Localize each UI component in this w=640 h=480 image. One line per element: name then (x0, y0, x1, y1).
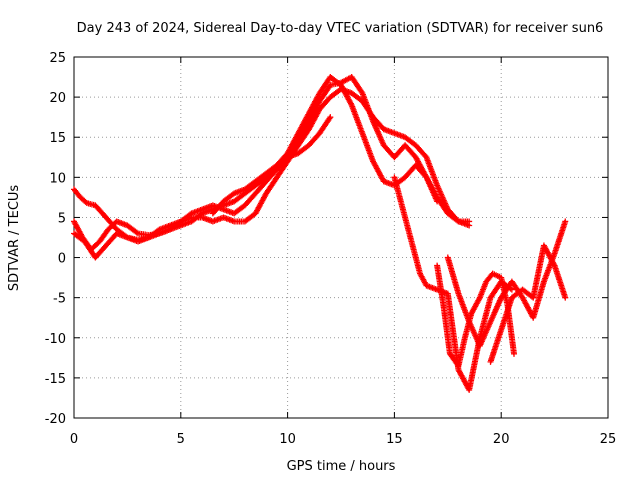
y-tick-label: 20 (49, 91, 66, 106)
data-point (511, 350, 518, 357)
series-arc-8 (487, 242, 569, 365)
y-tick-label: 15 (49, 131, 66, 146)
y-tick-label: 0 (58, 252, 66, 267)
series-arc-1 (71, 74, 473, 243)
data-point (326, 115, 333, 122)
series-arc-7 (444, 218, 569, 349)
data-point (562, 294, 569, 301)
data-point (466, 222, 473, 229)
x-axis-label: GPS time / hours (287, 459, 396, 474)
y-tick-label: 5 (58, 211, 66, 226)
data-point (327, 114, 334, 121)
y-tick-label: -5 (53, 292, 66, 307)
grid (74, 57, 608, 418)
data-point (508, 286, 515, 293)
y-tick-label: -15 (45, 372, 66, 387)
y-tick-label: -20 (45, 412, 66, 427)
y-tick-label: -10 (45, 332, 66, 347)
x-tick-label: 0 (70, 432, 78, 447)
plot-frame (73, 56, 609, 419)
data-point (562, 218, 569, 225)
data-point (133, 229, 140, 236)
series-arc-2 (71, 74, 441, 253)
x-tick-label: 10 (279, 432, 296, 447)
x-tick-label: 20 (493, 432, 510, 447)
series-arc-4 (209, 114, 334, 217)
x-tick-label: 15 (386, 432, 403, 447)
axis-ticks: 0 5 10 15 20 25 -20 -15 -10 -5 0 5 10 15 20 25 (45, 51, 617, 447)
x-tick-label: 25 (600, 432, 617, 447)
chart-title: Day 243 of 2024, Sidereal Day-to-day VTE… (77, 21, 604, 36)
data-points (71, 74, 569, 393)
y-axis-label: SDTVAR / TECUs (7, 185, 22, 292)
x-tick-label: 5 (177, 432, 185, 447)
data-point (434, 198, 441, 205)
series-arc-5 (391, 174, 515, 393)
y-tick-label: 10 (49, 171, 66, 186)
y-tick-label: 25 (49, 51, 66, 66)
